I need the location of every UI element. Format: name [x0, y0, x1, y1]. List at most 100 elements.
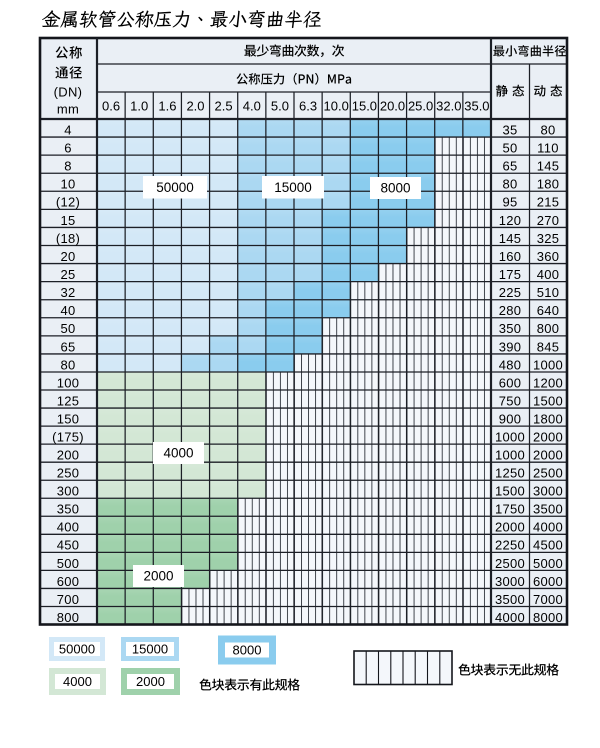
svg-text:125: 125: [57, 393, 80, 408]
svg-text:900: 900: [499, 412, 522, 427]
svg-text:800: 800: [537, 321, 560, 336]
svg-text:110: 110: [537, 141, 559, 156]
svg-text:600: 600: [499, 375, 522, 390]
svg-text:6000: 6000: [533, 574, 563, 589]
svg-text:4: 4: [64, 122, 72, 137]
svg-text:1200: 1200: [533, 375, 563, 390]
svg-text:1800: 1800: [533, 412, 563, 427]
svg-text:225: 225: [499, 285, 522, 300]
svg-text:280: 280: [499, 303, 522, 318]
svg-text:50: 50: [502, 141, 517, 156]
svg-text:120: 120: [499, 213, 522, 228]
svg-text:480: 480: [499, 357, 522, 372]
svg-text:(DN): (DN): [54, 85, 83, 100]
svg-text:510: 510: [537, 285, 560, 300]
svg-text:5.0: 5.0: [271, 99, 289, 114]
svg-text:(175): (175): [52, 430, 84, 445]
svg-text:160: 160: [499, 249, 522, 264]
svg-text:175: 175: [499, 267, 522, 282]
svg-text:400: 400: [537, 267, 560, 282]
svg-text:1000: 1000: [533, 357, 563, 372]
svg-text:mm: mm: [57, 102, 79, 117]
svg-text:3500: 3500: [533, 502, 563, 517]
svg-text:4000: 4000: [163, 446, 193, 461]
svg-text:3000: 3000: [495, 574, 525, 589]
svg-text:0.6: 0.6: [102, 99, 120, 114]
svg-text:2250: 2250: [495, 538, 525, 553]
svg-text:(18): (18): [56, 231, 80, 246]
svg-text:15000: 15000: [274, 180, 312, 195]
svg-text:2500: 2500: [495, 556, 525, 571]
svg-text:1.6: 1.6: [158, 99, 176, 114]
svg-text:35: 35: [502, 122, 517, 137]
svg-text:450: 450: [57, 538, 80, 553]
svg-text:640: 640: [537, 303, 560, 318]
svg-text:6.3: 6.3: [299, 99, 317, 114]
svg-text:360: 360: [537, 249, 560, 264]
svg-text:3500: 3500: [495, 592, 525, 607]
svg-text:600: 600: [57, 574, 80, 589]
svg-text:145: 145: [499, 231, 522, 246]
svg-text:2500: 2500: [533, 466, 563, 481]
svg-text:2000: 2000: [495, 520, 525, 535]
svg-text:50: 50: [60, 321, 75, 336]
svg-text:150: 150: [57, 412, 80, 427]
svg-text:8: 8: [64, 159, 72, 174]
svg-text:4500: 4500: [533, 538, 563, 553]
svg-text:1750: 1750: [495, 502, 525, 517]
svg-text:2000: 2000: [143, 569, 173, 584]
svg-text:4000: 4000: [495, 610, 525, 625]
svg-text:250: 250: [57, 466, 80, 481]
svg-text:20: 20: [60, 249, 75, 264]
svg-text:270: 270: [537, 213, 560, 228]
svg-text:35.0: 35.0: [464, 99, 489, 114]
svg-text:180: 180: [537, 177, 560, 192]
svg-text:400: 400: [57, 520, 80, 535]
svg-text:1500: 1500: [495, 484, 525, 499]
svg-text:2.5: 2.5: [215, 99, 233, 114]
svg-text:40: 40: [60, 303, 75, 318]
svg-text:32: 32: [60, 285, 75, 300]
svg-text:4000: 4000: [533, 520, 563, 535]
svg-text:95: 95: [502, 195, 517, 210]
svg-text:6: 6: [64, 141, 72, 156]
svg-text:8000: 8000: [233, 643, 262, 658]
svg-text:325: 325: [537, 231, 560, 246]
svg-text:32.0: 32.0: [436, 99, 461, 114]
svg-text:50000: 50000: [156, 180, 194, 195]
svg-text:25: 25: [60, 267, 75, 282]
svg-text:1250: 1250: [495, 466, 525, 481]
svg-text:3000: 3000: [533, 484, 563, 499]
svg-text:300: 300: [57, 484, 80, 499]
svg-text:80: 80: [502, 177, 517, 192]
svg-text:2000: 2000: [136, 674, 165, 689]
svg-text:7000: 7000: [533, 592, 563, 607]
svg-text:350: 350: [499, 321, 522, 336]
svg-text:15.0: 15.0: [352, 99, 377, 114]
svg-text:215: 215: [537, 195, 560, 210]
svg-text:80: 80: [60, 357, 75, 372]
svg-text:750: 750: [499, 393, 522, 408]
svg-text:65: 65: [502, 159, 517, 174]
svg-text:5000: 5000: [533, 556, 563, 571]
svg-text:10.0: 10.0: [324, 99, 349, 114]
svg-text:4000: 4000: [63, 674, 92, 689]
svg-text:65: 65: [60, 339, 75, 354]
svg-text:8000: 8000: [533, 610, 563, 625]
svg-text:25.0: 25.0: [408, 99, 433, 114]
svg-text:200: 200: [57, 448, 80, 463]
svg-text:845: 845: [537, 339, 560, 354]
svg-text:20.0: 20.0: [380, 99, 405, 114]
svg-text:2000: 2000: [533, 430, 563, 445]
svg-text:1500: 1500: [533, 393, 563, 408]
svg-text:2.0: 2.0: [186, 99, 204, 114]
svg-text:350: 350: [57, 502, 80, 517]
svg-text:390: 390: [499, 339, 522, 354]
svg-text:2000: 2000: [533, 448, 563, 463]
svg-text:10: 10: [60, 177, 75, 192]
svg-text:1.0: 1.0: [130, 99, 148, 114]
svg-text:500: 500: [57, 556, 80, 571]
svg-text:100: 100: [57, 375, 80, 390]
svg-text:15: 15: [60, 213, 75, 228]
svg-text:4.0: 4.0: [243, 99, 261, 114]
